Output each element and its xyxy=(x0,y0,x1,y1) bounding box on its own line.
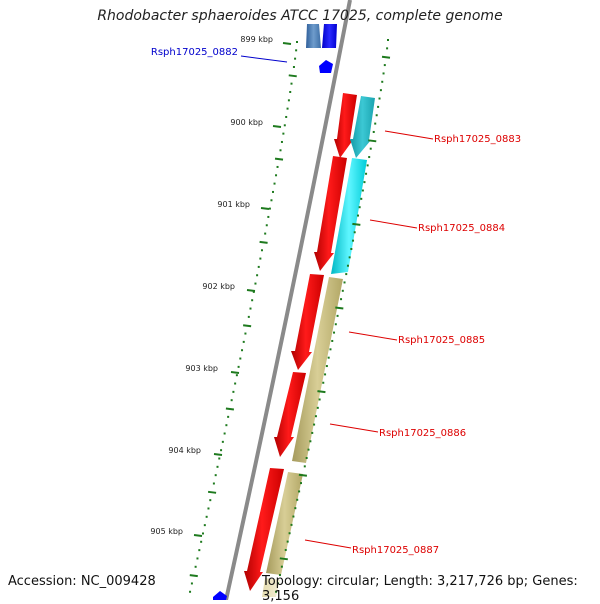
ruler-major-tick xyxy=(335,306,344,310)
gene-arrow-blue-fragment xyxy=(322,24,337,48)
inner-tick-ruler xyxy=(189,41,298,593)
outer-tick-ruler xyxy=(275,39,391,593)
gene-rsph17025-0886-arrow xyxy=(274,372,306,457)
gene-leader-line xyxy=(240,55,288,63)
ruler-major-tick xyxy=(207,490,217,494)
gene-arrow-blue-bottom xyxy=(213,591,227,600)
genome-title: Rhodobacter sphaeroides ATCC 17025, comp… xyxy=(97,8,503,24)
ruler-major-tick xyxy=(274,157,284,161)
kbp-label: 902 kbp xyxy=(202,282,235,291)
accession-label: Accession: NC_009428 xyxy=(8,574,156,589)
kbp-label: 900 kbp xyxy=(230,118,263,127)
gene-leader-line xyxy=(348,331,398,341)
gene-label: Rsph17025_0887 xyxy=(352,545,439,556)
position-ruler-labels: 899 kbp 900 kbp 901 kbp 902 kbp 903 kbp 904 k… xyxy=(150,35,292,537)
kbp-major-tick xyxy=(230,371,240,374)
gene-leader-line xyxy=(329,423,379,433)
gene-leader-line xyxy=(304,539,352,549)
kbp-label: 903 kbp xyxy=(185,364,218,373)
genome-backbone xyxy=(224,0,352,600)
kbp-major-tick xyxy=(193,534,203,537)
gene-label: Rsph17025_0882 xyxy=(151,47,238,58)
gene-rsph17025-0884-arrow xyxy=(314,156,347,271)
gene-rsph17025-0885-arrow xyxy=(291,274,324,370)
ruler-major-tick xyxy=(317,390,326,394)
gene-khaki-arrow-1 xyxy=(292,277,343,463)
kbp-major-tick xyxy=(213,453,223,456)
gene-cyan-arrow-body xyxy=(331,158,367,274)
gene-label: Rsph17025_0886 xyxy=(379,428,466,439)
ruler-major-tick xyxy=(189,574,198,578)
ruler-major-tick xyxy=(368,139,377,143)
ruler-major-tick xyxy=(225,407,235,411)
kbp-major-tick xyxy=(282,42,292,45)
ruler-major-tick xyxy=(288,74,297,78)
kbp-label: 904 kbp xyxy=(168,446,201,455)
gene-label: Rsph17025_0883 xyxy=(434,134,521,145)
gene-cyan-arrow-top xyxy=(350,96,375,158)
gene-label: Rsph17025_0885 xyxy=(398,335,485,346)
gene-label: Rsph17025_0884 xyxy=(418,223,505,234)
gene-arrow-steel-fragment xyxy=(306,24,321,48)
ruler-major-tick xyxy=(279,557,288,561)
gene-khaki-arrow-2 xyxy=(266,472,303,575)
kbp-label: 905 kbp xyxy=(150,527,183,536)
ruler-major-tick xyxy=(352,222,361,226)
gene-labels: Rsph17025_0882 Rsph17025_0883 Rsph17025_08… xyxy=(151,47,521,556)
ruler-major-tick xyxy=(242,324,252,328)
ruler-major-tick xyxy=(381,55,391,59)
ruler-major-tick xyxy=(298,473,308,477)
gene-rsph17025-0887-arrow xyxy=(244,468,284,591)
ruler-major-tick xyxy=(259,240,268,244)
kbp-label: 899 kbp xyxy=(240,35,273,44)
kbp-major-tick xyxy=(246,289,256,292)
kbp-major-tick xyxy=(260,207,270,210)
kbp-label: 901 kbp xyxy=(217,200,250,209)
gene-rsph17025-0882-arrow xyxy=(319,60,333,73)
gene-leader-line xyxy=(384,130,434,140)
gene-leader-line xyxy=(369,219,418,229)
kbp-major-tick xyxy=(272,125,282,128)
